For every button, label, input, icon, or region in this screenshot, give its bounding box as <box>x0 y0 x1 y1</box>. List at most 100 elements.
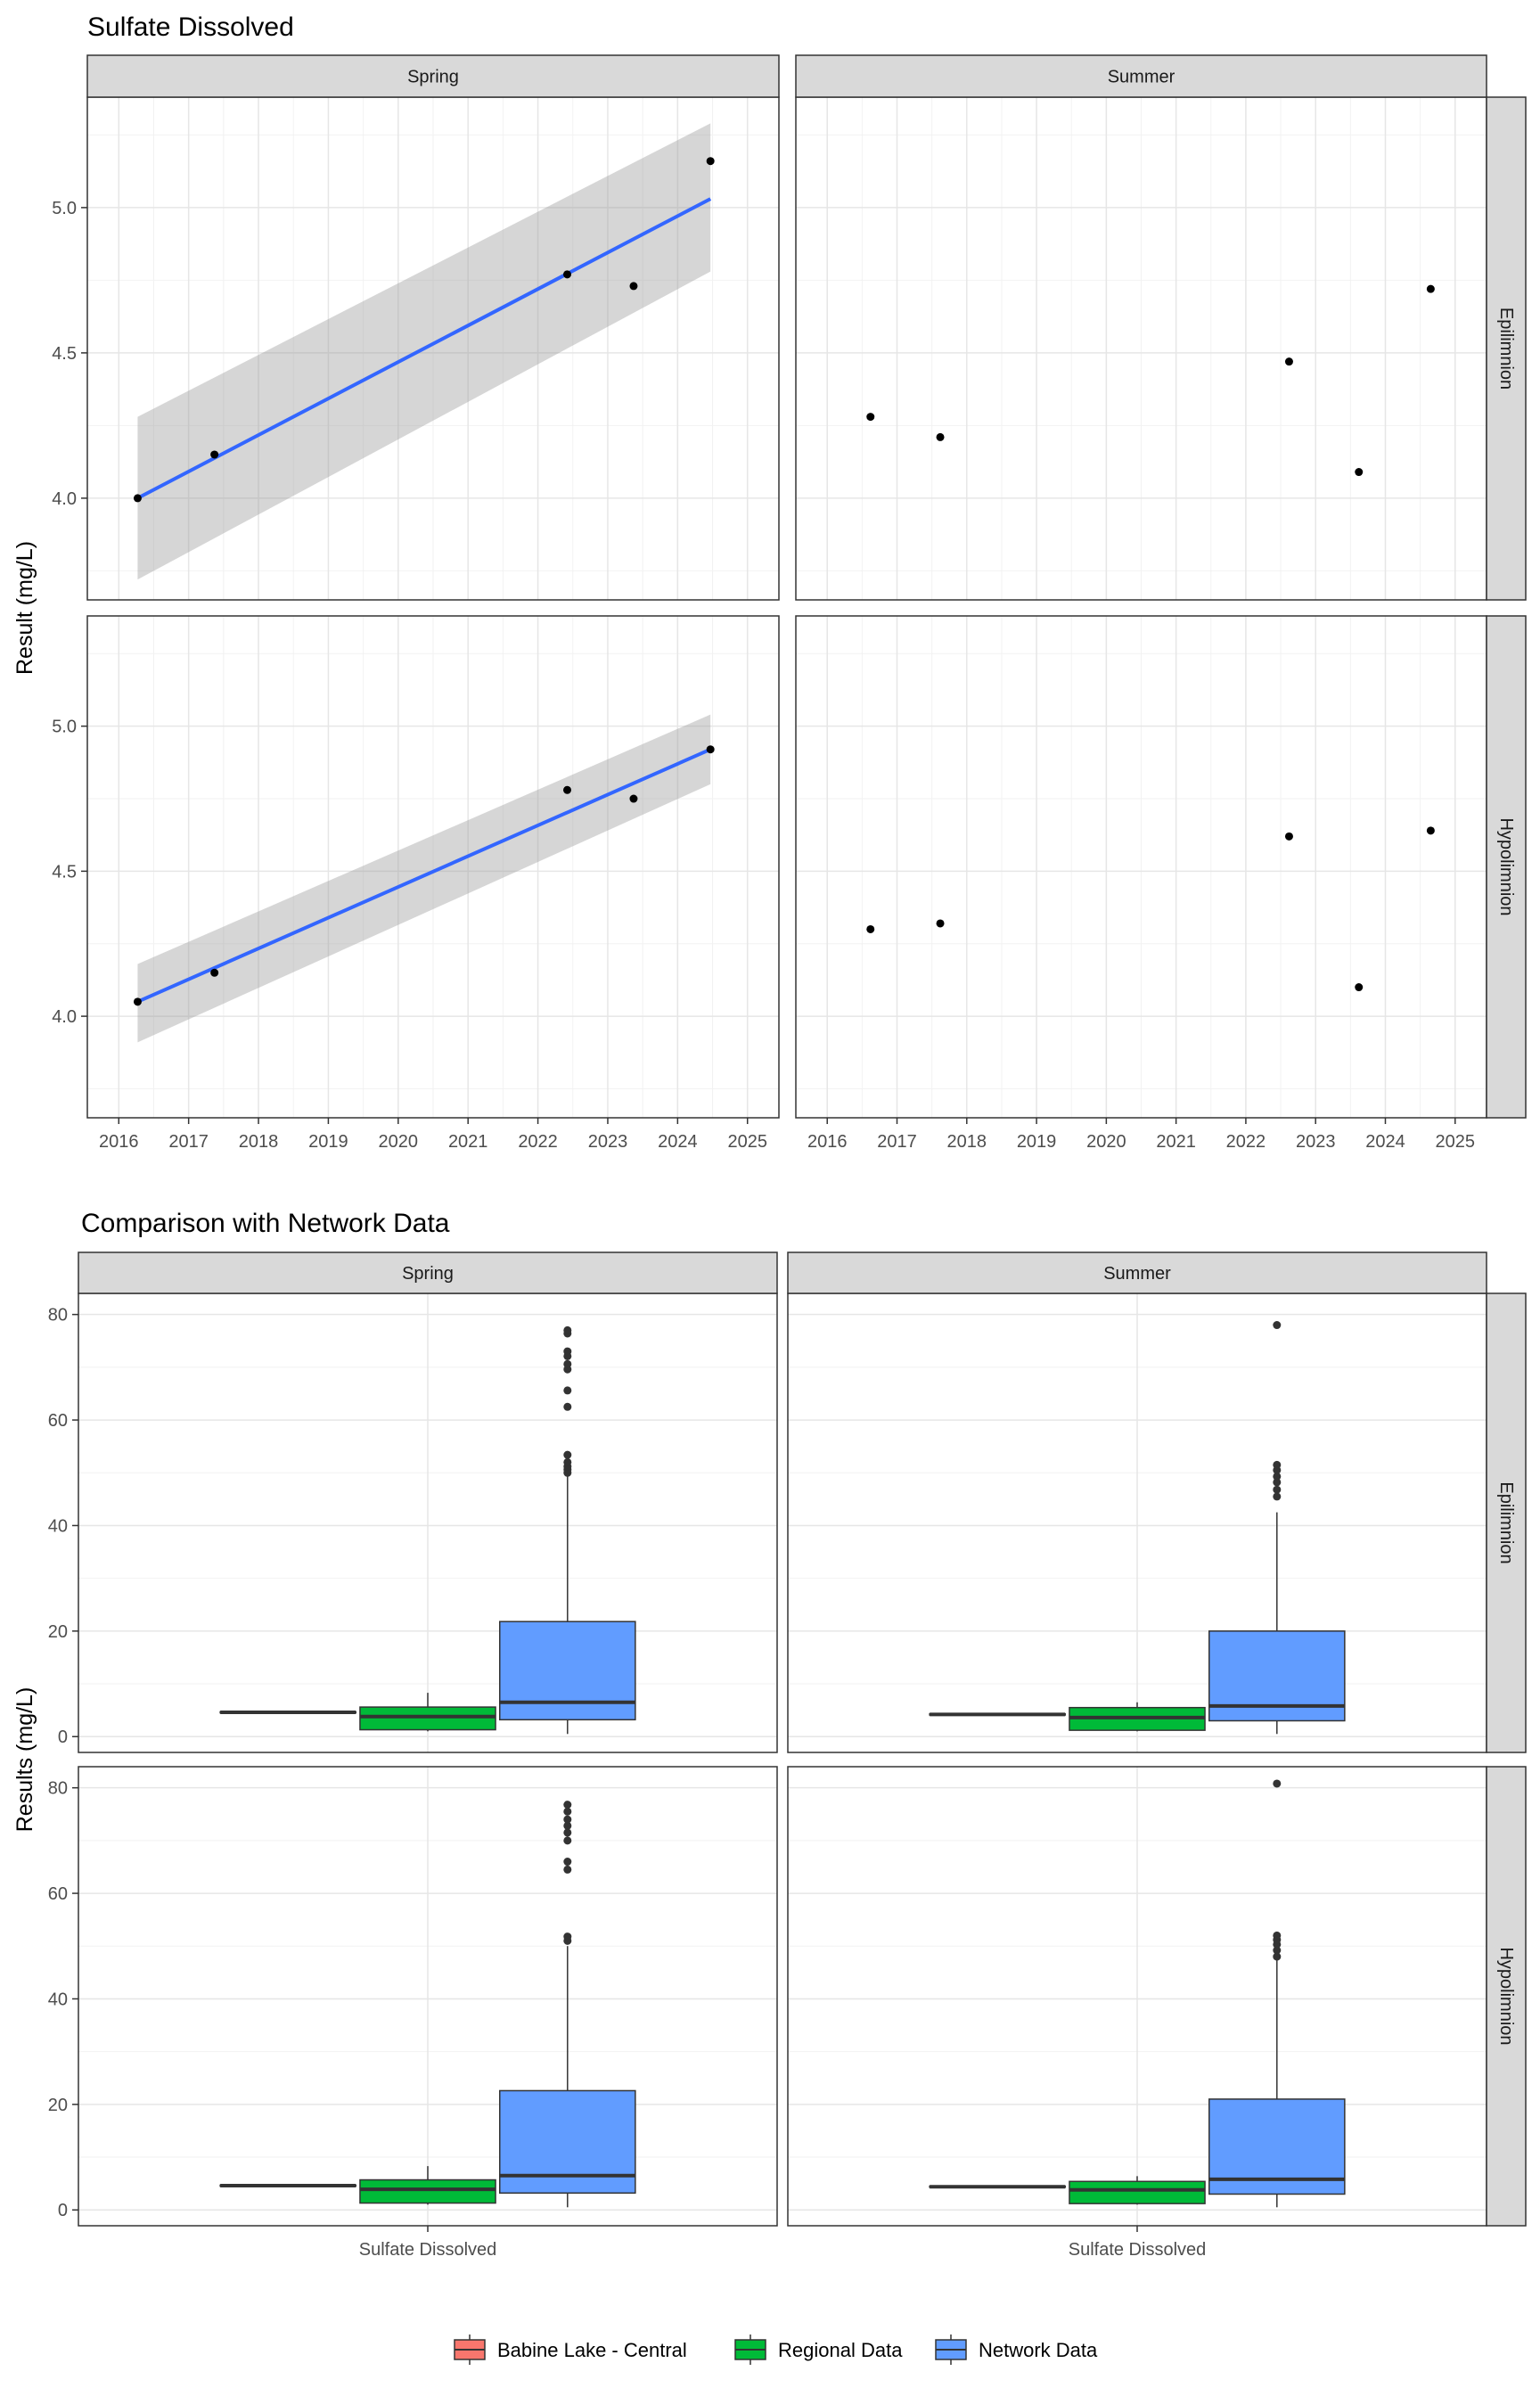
data-point <box>1284 357 1293 366</box>
box-network-data <box>499 1801 636 2208</box>
box-regional-data <box>359 1693 496 1732</box>
facet-strip-label: Hypolimnion <box>1496 1947 1516 2045</box>
y-tick-label: 0 <box>58 2201 68 2220</box>
box-babine-lake-central <box>219 2184 356 2188</box>
facet-strip-col <box>795 54 1487 98</box>
facet-strip-label: Summer <box>1108 68 1175 87</box>
chart1-panel-summer-epilimnion <box>795 96 1487 601</box>
outlier-point <box>563 1450 572 1459</box>
y-tick-label: 20 <box>48 2096 68 2115</box>
outlier-point <box>1273 1952 1282 1961</box>
outlier-point <box>563 1932 572 1941</box>
x-tick-label: 2020 <box>379 1132 419 1152</box>
outlier-point <box>563 1386 572 1395</box>
legend-label: Babine Lake - Central <box>497 2339 687 2361</box>
x-tick-label: 2024 <box>1365 1132 1405 1152</box>
chart1-group: Spring Summer Epilimnion Hypolimnion 4.0 4.5 5… <box>12 54 1527 1152</box>
facet-strip-row <box>1486 1292 1527 1753</box>
box-network-data <box>1208 1321 1346 1735</box>
chart2-title: Comparison with Network Data <box>81 1209 450 1238</box>
trend-line <box>136 747 711 1004</box>
x-tick-label: 2018 <box>947 1132 987 1152</box>
box-network-data <box>1208 1779 1346 2208</box>
chart2-panel-summer-hypolimnion <box>787 1766 1487 2227</box>
x-tick-label: 2018 <box>239 1132 279 1152</box>
x-tick-label: Sulfate Dissolved <box>359 2240 497 2260</box>
legend-entry: Regional Data <box>734 2334 903 2365</box>
box-body <box>359 1706 496 1731</box>
facet-strip-label: Summer <box>1103 1264 1171 1284</box>
trend-line <box>136 197 712 500</box>
y-tick-label: 5.0 <box>52 199 77 218</box>
data-point <box>936 919 945 928</box>
data-point <box>706 745 715 754</box>
outlier-point <box>563 1865 572 1874</box>
chart1-panel-spring-hypolimnion <box>86 615 780 1119</box>
x-tick-label: 2016 <box>807 1132 848 1152</box>
x-tick-label: 2019 <box>308 1132 348 1152</box>
facet-strip-col <box>86 54 780 98</box>
facet-strip-label: Spring <box>407 68 459 87</box>
data-point <box>1426 826 1435 835</box>
data-point <box>562 270 571 279</box>
legend-label: Network Data <box>979 2339 1098 2361</box>
y-tick-label: 5.0 <box>52 718 77 737</box>
outlier-point <box>563 1815 572 1824</box>
facet-strip-row <box>1486 96 1527 601</box>
y-tick-label: 40 <box>48 1516 68 1536</box>
outlier-point <box>1273 1460 1282 1469</box>
box-regional-data <box>1069 1702 1206 1732</box>
outlier-point <box>1273 1779 1282 1788</box>
y-tick-label: 80 <box>48 1779 68 1799</box>
x-tick-label: 2022 <box>1226 1132 1266 1152</box>
outlier-point <box>563 1801 572 1809</box>
outlier-point <box>563 1402 572 1411</box>
data-point <box>629 282 638 291</box>
x-tick-label: 2023 <box>1296 1132 1336 1152</box>
outlier-point <box>1273 1931 1282 1940</box>
facet-strip-col <box>78 1251 778 1294</box>
x-tick-label: 2021 <box>448 1132 488 1152</box>
x-tick-label: 2016 <box>99 1132 139 1152</box>
x-tick-label: Sulfate Dissolved <box>1069 2240 1207 2260</box>
facet-strip-row <box>1486 615 1527 1119</box>
data-point <box>210 968 219 977</box>
outlier-point <box>1273 1478 1282 1487</box>
x-tick-label: 2017 <box>877 1132 917 1152</box>
y-tick-label: 4.0 <box>52 1007 77 1027</box>
data-point <box>133 997 142 1006</box>
legend: Babine Lake - Central Regional Data Networ… <box>454 2334 1098 2365</box>
facet-strip-row <box>1486 1766 1527 2227</box>
x-tick-label: 2020 <box>1086 1132 1126 1152</box>
confidence-ribbon <box>137 123 711 580</box>
outlier-point <box>563 1457 572 1466</box>
data-point <box>936 432 945 441</box>
x-tick-label: 2023 <box>588 1132 628 1152</box>
box-babine-lake-central <box>219 1711 356 1715</box>
facet-strip-label: Epilimnion <box>1496 308 1516 390</box>
x-tick-label: 2021 <box>1156 1132 1196 1152</box>
facet-strip-col <box>787 1251 1487 1294</box>
box-babine-lake-central <box>929 2185 1066 2189</box>
confidence-ribbon <box>137 714 711 1043</box>
y-tick-label: 0 <box>58 1727 68 1747</box>
outlier-point <box>1273 1472 1282 1481</box>
outlier-point <box>563 1359 572 1368</box>
box-body <box>499 2089 636 2195</box>
data-point <box>133 494 142 503</box>
box-regional-data <box>359 2166 496 2205</box>
legend-label: Regional Data <box>778 2339 903 2361</box>
box-body <box>1069 2180 1206 2204</box>
y-tick-label: 40 <box>48 1990 68 2009</box>
box-babine-lake-central <box>929 1712 1066 1717</box>
x-tick-label: 2025 <box>727 1132 767 1152</box>
y-tick-label: 20 <box>48 1622 68 1642</box>
outlier-point <box>563 1325 572 1334</box>
outlier-point <box>1273 1946 1282 1955</box>
x-tick-label: 2017 <box>168 1132 209 1152</box>
chart2-panel-spring-epilimnion <box>78 1292 778 1753</box>
outlier-point <box>563 1347 572 1356</box>
outlier-point <box>563 1821 572 1830</box>
chart2-panel-summer-epilimnion <box>787 1292 1487 1753</box>
